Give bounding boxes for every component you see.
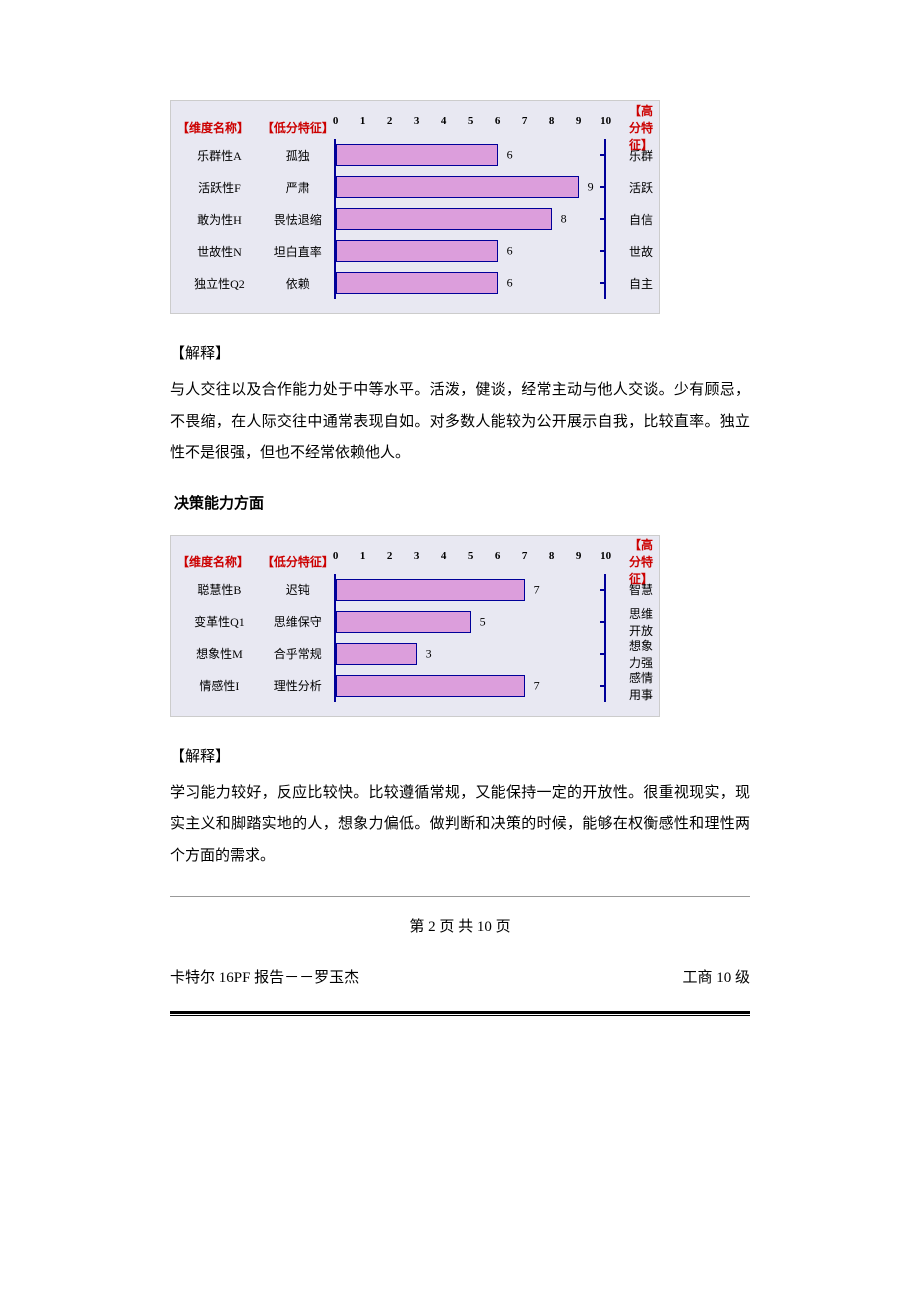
bar-row: 9: [334, 171, 623, 203]
dimension-label: 聪慧性B: [177, 574, 262, 606]
low-trait-label: 思维保守: [262, 606, 334, 638]
dimension-label: 活跃性F: [177, 171, 262, 203]
bar: 7: [336, 675, 525, 697]
low-trait-label: 理性分析: [262, 670, 334, 702]
bar: 9: [336, 176, 579, 198]
bar: 3: [336, 643, 417, 665]
section-title-decision: 决策能力方面: [174, 492, 750, 513]
bar-row: 6: [334, 267, 623, 299]
low-trait-label: 孤独: [262, 139, 334, 171]
page-number: 第 2 页 共 10 页: [170, 915, 750, 936]
bar-value: 6: [507, 276, 513, 291]
bar-value: 9: [588, 180, 594, 195]
high-trait-label: 活跃: [629, 171, 653, 203]
bar-value: 7: [534, 582, 540, 597]
footer-right: 工商 10 级: [682, 966, 750, 987]
bar-row: 6: [334, 235, 623, 267]
bar-row: 7: [334, 670, 623, 702]
chart-interpersonal: 【维度名称】乐群性A活跃性F敢为性H世故性N独立性Q2 【低分特征】孤独严肃畏怯退…: [170, 100, 660, 314]
bar: 6: [336, 272, 498, 294]
explain2-label: 【解释】: [170, 745, 750, 766]
bar: 5: [336, 611, 471, 633]
bar: 6: [336, 144, 498, 166]
bar-row: 7: [334, 574, 623, 606]
bar: 8: [336, 208, 552, 230]
dimension-label: 敢为性H: [177, 203, 262, 235]
chart-decision: 【维度名称】聪慧性B变革性Q1想象性M情感性I 【低分特征】迟钝思维保守合乎常规理…: [170, 535, 660, 717]
bar: 7: [336, 579, 525, 601]
dimension-label: 乐群性A: [177, 139, 262, 171]
bar-value: 3: [426, 646, 432, 661]
chart-header-low: 【低分特征】: [262, 550, 334, 574]
bar-value: 5: [480, 614, 486, 629]
bar: 6: [336, 240, 498, 262]
low-trait-label: 畏怯退缩: [262, 203, 334, 235]
chart-scale: 012345678910: [334, 550, 623, 574]
bar-value: 6: [507, 148, 513, 163]
low-trait-label: 坦白直率: [262, 235, 334, 267]
high-trait-label: 想象力强: [629, 638, 653, 670]
explain2-text: 学习能力较好，反应比较快。比较遵循常规，又能保持一定的开放性。很重视现实，现实主…: [170, 778, 750, 873]
explain1-label: 【解释】: [170, 342, 750, 363]
footer-row: 卡特尔 16PF 报告－－罗玉杰 工商 10 级: [170, 966, 750, 987]
bar-value: 8: [561, 212, 567, 227]
high-trait-label: 自主: [629, 267, 653, 299]
dimension-label: 情感性I: [177, 670, 262, 702]
chart-header-dim: 【维度名称】: [177, 550, 262, 574]
dimension-label: 变革性Q1: [177, 606, 262, 638]
bar-row: 6: [334, 139, 623, 171]
chart-scale: 012345678910: [334, 115, 623, 139]
high-trait-label: 世故: [629, 235, 653, 267]
low-trait-label: 迟钝: [262, 574, 334, 606]
low-trait-label: 合乎常规: [262, 638, 334, 670]
low-trait-label: 依赖: [262, 267, 334, 299]
bar-value: 6: [507, 244, 513, 259]
chart-header-high: 【高分特征】: [629, 550, 653, 574]
high-trait-label: 思维开放: [629, 606, 653, 638]
dimension-label: 世故性N: [177, 235, 262, 267]
bar-value: 7: [534, 678, 540, 693]
high-trait-label: 感情用事: [629, 670, 653, 702]
low-trait-label: 严肃: [262, 171, 334, 203]
dimension-label: 独立性Q2: [177, 267, 262, 299]
bar-row: 5: [334, 606, 623, 638]
chart-header-low: 【低分特征】: [262, 115, 334, 139]
footer-divider-thick: [170, 1011, 750, 1016]
footer-left: 卡特尔 16PF 报告－－罗玉杰: [170, 966, 359, 987]
chart-header-dim: 【维度名称】: [177, 115, 262, 139]
high-trait-label: 自信: [629, 203, 653, 235]
dimension-label: 想象性M: [177, 638, 262, 670]
explain1-text: 与人交往以及合作能力处于中等水平。活泼，健谈，经常主动与他人交谈。少有顾忌，不畏…: [170, 375, 750, 470]
bar-row: 3: [334, 638, 623, 670]
chart-header-high: 【高分特征】: [629, 115, 653, 139]
footer-divider-thin: [170, 896, 750, 897]
bar-row: 8: [334, 203, 623, 235]
